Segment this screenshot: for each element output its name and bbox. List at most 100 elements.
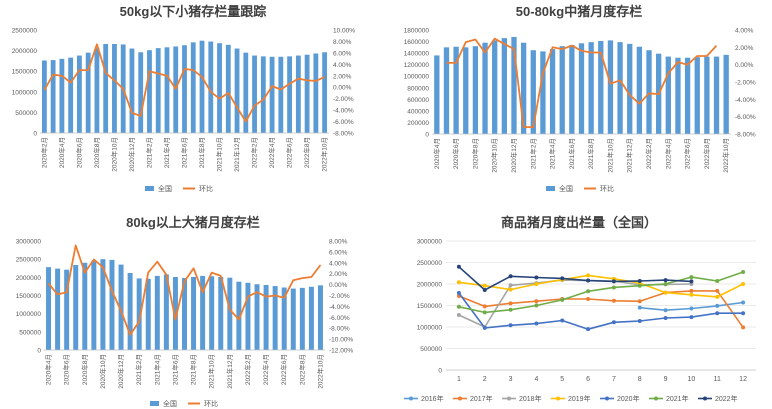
x-tick-label: 2022年6月 [279, 354, 288, 385]
x-tick-label: 8 [638, 376, 642, 383]
bar [59, 58, 65, 134]
left-axis-tick-label: 1500000 [12, 69, 38, 76]
bar [463, 47, 469, 135]
bar [272, 286, 278, 350]
bar [209, 276, 215, 350]
chart-large-pigs: 80kg以上大猪月度存栏 0 500000 1000000 1500000 2000000… [0, 205, 386, 409]
right-axis-tick-label: 8.00% [329, 239, 348, 246]
left-axis-tick-label: 1000000 [16, 311, 42, 318]
bar [501, 38, 507, 134]
series-point [715, 288, 720, 293]
bar [225, 44, 231, 133]
right-axis-tick-label: -6.00% [735, 114, 756, 121]
x-tick-label: 10 [688, 376, 696, 383]
bar [155, 48, 161, 133]
x-tick-label: 2020年8月 [80, 354, 89, 385]
bar [269, 56, 275, 133]
right-axis-tick-label: 4.00% [329, 260, 348, 267]
series-point [637, 278, 642, 283]
left-axis-tick-label: 1200000 [404, 62, 430, 69]
x-tick-label: 2021年8月 [586, 138, 595, 169]
x-tick-label: 2022年10月 [721, 138, 730, 173]
legend-label: 全国 [559, 184, 573, 193]
bar [569, 45, 575, 135]
right-axis-tick-label: -2.00% [735, 80, 756, 87]
left-axis-tick-label: 600000 [407, 97, 429, 104]
bar [443, 47, 450, 135]
left-axis-tick-label: 1800000 [404, 28, 430, 35]
x-tick-label: 2022年4月 [267, 137, 276, 168]
right-axis-tick-label: -2.00% [333, 96, 354, 103]
series-point [637, 299, 642, 304]
right-axis-tick-label: 2.00% [329, 271, 348, 278]
bar [694, 57, 700, 134]
series-point [586, 297, 591, 302]
bar [85, 52, 91, 133]
x-tick-label: 9 [664, 376, 668, 383]
y-axis-tick-label: 2500000 [417, 260, 443, 267]
right-axis-tick-label: 2.00% [735, 45, 754, 52]
legend-label: 全国 [163, 399, 177, 408]
y-axis-tick-label: 0 [438, 368, 442, 375]
x-tick-label: 2021年12月 [232, 137, 241, 172]
left-axis-tick-label: 1000000 [12, 89, 38, 96]
bar [46, 267, 52, 350]
left-axis-tick-label: 0 [425, 132, 429, 139]
series-point [534, 275, 539, 280]
x-tick-label: 2022年6月 [683, 138, 692, 169]
right-axis-tick-label: 0.00% [329, 282, 348, 289]
x-tick-label: 2022年2月 [250, 137, 259, 168]
x-tick-label: 2021年4月 [162, 137, 171, 168]
bar [636, 46, 643, 134]
x-tick-label: 2021年10月 [605, 138, 614, 173]
series-point [586, 273, 591, 278]
x-tick-label: 2021年10月 [215, 137, 224, 172]
left-axis-tick-label: 800000 [407, 85, 429, 92]
x-tick-label: 2021年12月 [225, 354, 234, 389]
x-tick-label: 2020年6月 [451, 138, 460, 169]
mom-change-line [446, 37, 718, 128]
y-axis-tick-label: 2000000 [417, 282, 443, 289]
bar [94, 48, 100, 133]
x-tick-label: 3 [509, 376, 513, 383]
bar [704, 56, 710, 135]
x-tick-label: 2020年10月 [98, 354, 107, 389]
series-point [482, 325, 487, 330]
bar [322, 52, 328, 133]
legend-bar-swatch [546, 186, 555, 191]
left-axis-tick-label: 2000000 [12, 48, 38, 55]
bar [200, 275, 206, 350]
bar [164, 47, 170, 133]
series-point [689, 292, 694, 297]
legend-marker [409, 396, 413, 401]
bar [103, 44, 109, 134]
bar [172, 276, 178, 350]
series-point [456, 312, 461, 317]
x-tick-label: 2021年2月 [528, 138, 537, 169]
x-tick-label: 2020年4月 [432, 138, 441, 169]
bar [723, 54, 729, 134]
legend-marker [507, 396, 511, 401]
right-axis-tick-label: 0.00% [333, 85, 352, 92]
legend-bar-swatch [145, 186, 154, 191]
bar [234, 48, 240, 133]
right-axis-tick-label: 4.00% [735, 28, 754, 35]
bar [492, 40, 498, 134]
series-point [741, 311, 746, 316]
x-tick-label: 2022年4月 [663, 138, 672, 169]
chart-title: 50-80kg中猪月度存栏 [516, 4, 642, 19]
x-tick-label: 2021年4月 [548, 138, 557, 169]
series-point [715, 278, 720, 283]
mom-change-line [43, 43, 325, 123]
legend-label: 2021年 [666, 394, 689, 403]
bar [190, 42, 196, 133]
left-axis-tick-label: 0 [33, 131, 37, 138]
bar [675, 57, 681, 134]
bar [68, 57, 74, 133]
bar [308, 286, 314, 350]
bar [182, 278, 187, 350]
bar [317, 285, 323, 350]
right-axis-tick-label: -4.00% [735, 97, 756, 104]
series-line [458, 290, 744, 328]
x-tick-label: 2022年10月 [315, 354, 324, 389]
